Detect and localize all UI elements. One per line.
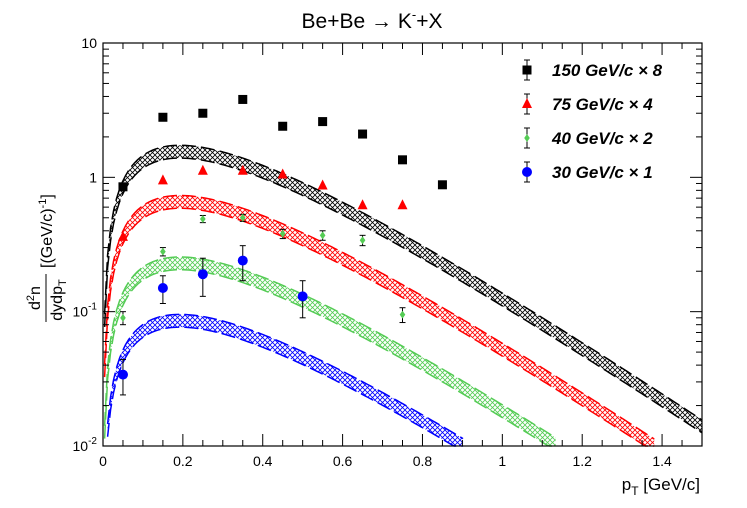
curve-upper-0 — [103, 144, 703, 421]
data-point-s0-2 — [198, 108, 208, 118]
x-tick-label: 0.2 — [173, 453, 193, 469]
data-point-s3-0 — [117, 369, 128, 380]
data-point-s2-3 — [239, 213, 246, 222]
legend-label-3: 30 GeV/c × 1 — [552, 163, 653, 182]
data-point-s0-7 — [398, 155, 407, 165]
data-point-s1-2 — [197, 164, 208, 175]
legend-marker-0 — [522, 65, 532, 75]
legend-label-2: 40 GeV/c × 2 — [551, 129, 653, 148]
data-point-s2-2 — [200, 214, 206, 223]
curve-lower-1 — [103, 207, 655, 447]
data-point-s1-5 — [317, 179, 328, 190]
x-tick-label: 0 — [99, 453, 107, 469]
y-tick-label: 10-2 — [73, 436, 98, 454]
y-tick-label: 1 — [89, 169, 97, 185]
y-axis-label: d2n dydpT [(GeV/c)-1] — [25, 194, 69, 322]
curve-upper-3 — [106, 313, 464, 440]
curve-lower-3 — [106, 326, 464, 447]
y-tick-label: 10-1 — [73, 302, 98, 320]
band-3 — [107, 314, 464, 446]
data-point-s1-6 — [357, 199, 368, 210]
data-point-s0-3 — [238, 94, 248, 104]
curve-lower-0 — [103, 157, 703, 434]
legend-marker-1 — [522, 98, 532, 108]
svg-text:[(GeV/c)-1]: [(GeV/c)-1] — [37, 194, 56, 268]
chart-title: Be+Be → K-+X — [302, 7, 443, 33]
x-tick-label: 0.6 — [333, 453, 353, 469]
data-point-s1-0 — [117, 230, 128, 241]
data-points — [117, 94, 447, 396]
data-point-s2-5 — [319, 231, 326, 240]
model-curves — [103, 144, 703, 447]
data-point-s3-3 — [237, 255, 248, 266]
data-point-s0-1 — [158, 112, 168, 122]
legend-label-1: 75 GeV/c × 4 — [552, 95, 653, 114]
y-tick-label: 10 — [81, 35, 97, 51]
data-point-s3-1 — [157, 283, 168, 294]
data-point-s0-6 — [358, 129, 368, 139]
curve-upper-1 — [103, 194, 655, 440]
x-axis-label: pT [GeV/c] — [622, 475, 700, 498]
data-point-s2-6 — [359, 236, 366, 245]
legend: 150 GeV/c × 8 75 GeV/c × 4 40 GeV/c × 2 30 … — [522, 59, 663, 183]
curve-lower-2 — [103, 268, 556, 447]
data-point-s3-2 — [197, 269, 208, 280]
x-tick-label: 1.4 — [652, 453, 672, 469]
x-axis: 0 0.2 0.4 0.6 0.8 1 1.2 1.4 — [99, 43, 703, 469]
x-tick-label: 1 — [498, 453, 506, 469]
data-point-s0-0 — [118, 182, 128, 192]
data-point-s1-3 — [237, 164, 248, 175]
data-point-s1-1 — [157, 174, 168, 185]
svg-text:dydpT: dydpT — [49, 279, 69, 321]
x-tick-label: 0.4 — [253, 453, 273, 469]
y-axis: 10-2 10-1 1 10 — [73, 35, 702, 454]
svg-text:d2n: d2n — [25, 286, 44, 310]
data-point-s0-4 — [278, 121, 288, 131]
data-point-s2-0 — [120, 313, 126, 322]
data-point-s2-7 — [399, 310, 406, 319]
legend-marker-2 — [524, 134, 530, 142]
data-point-s2-1 — [160, 247, 166, 256]
curve-upper-2 — [103, 256, 557, 439]
x-tick-label: 0.8 — [413, 453, 433, 469]
legend-label-0: 150 GeV/c × 8 — [552, 61, 663, 80]
data-point-s1-4 — [277, 168, 288, 179]
data-point-s3-4 — [297, 291, 308, 302]
data-point-s0-8 — [437, 180, 447, 190]
data-point-s1-7 — [397, 199, 408, 210]
data-point-s2-4 — [279, 229, 286, 238]
data-point-s0-5 — [318, 117, 328, 127]
x-tick-label: 1.2 — [572, 453, 592, 469]
legend-marker-3 — [522, 167, 532, 177]
